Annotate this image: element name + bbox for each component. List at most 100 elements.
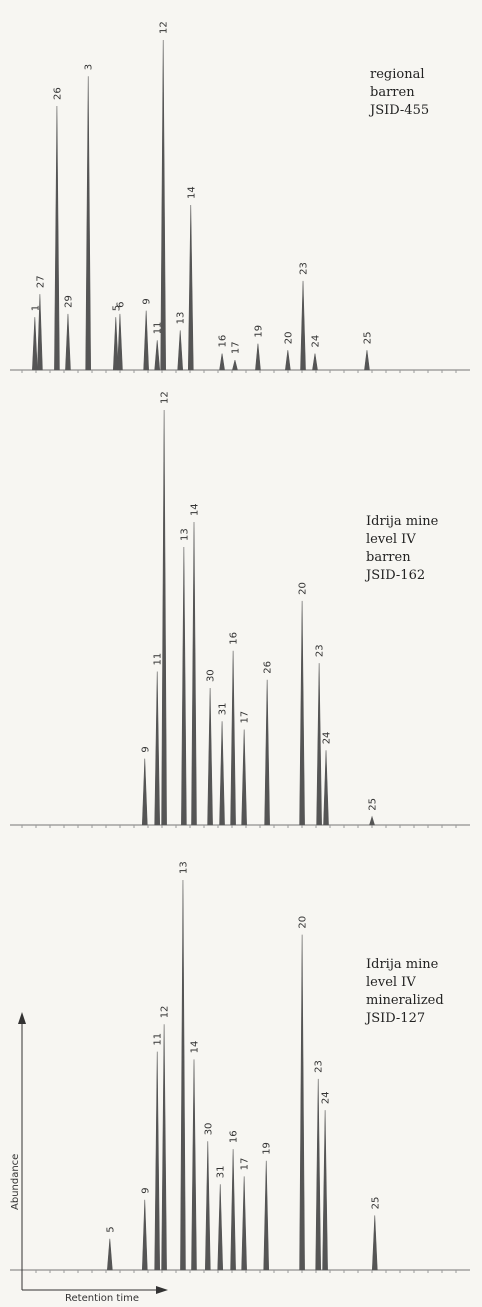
peak-label: 24 <box>310 335 321 348</box>
peak-label: 13 <box>179 528 190 541</box>
peak-label: 12 <box>160 1006 171 1019</box>
peak <box>106 1238 113 1271</box>
peak-label: 14 <box>190 503 201 516</box>
peak-label: 30 <box>203 1123 214 1136</box>
peak-label: 16 <box>229 1130 240 1143</box>
peak-label: 3 <box>84 64 95 70</box>
peak <box>161 409 167 826</box>
sample-label: level IV <box>366 532 416 547</box>
peak <box>32 317 38 371</box>
peak-label: 1 <box>30 305 41 311</box>
peak-label: 11 <box>153 653 164 666</box>
peak-label: 11 <box>153 322 164 335</box>
peak-label: 12 <box>160 391 171 404</box>
peak <box>180 879 186 1271</box>
peak <box>315 1078 322 1271</box>
peak <box>300 280 306 371</box>
peak <box>299 934 305 1271</box>
peak <box>191 1059 197 1271</box>
sample-label: JSID-127 <box>364 1011 425 1026</box>
peak <box>187 204 194 371</box>
peak <box>371 1215 378 1271</box>
peak-label: 24 <box>322 732 333 745</box>
peak <box>85 76 92 371</box>
peak-label: 17 <box>240 711 251 724</box>
peak <box>255 343 261 371</box>
peak-label: 24 <box>321 1091 332 1104</box>
peak-label: 31 <box>218 703 229 716</box>
peak-label: 11 <box>153 1033 164 1046</box>
y-arrow-head <box>18 1012 26 1024</box>
peak <box>117 313 123 371</box>
peak-label: 9 <box>140 1187 151 1193</box>
peak-label: 20 <box>283 331 294 344</box>
peak-label: 31 <box>216 1165 227 1178</box>
sample-label: barren <box>366 550 411 565</box>
peak <box>141 758 148 826</box>
peak <box>263 1160 270 1271</box>
peak <box>241 729 247 826</box>
peak <box>364 350 370 371</box>
peak <box>112 317 119 371</box>
peak-label: 25 <box>370 1197 381 1210</box>
peak-label: 14 <box>186 186 197 199</box>
peak <box>241 1176 247 1271</box>
peak <box>154 1051 161 1271</box>
sample-label: barren <box>370 85 415 100</box>
peak <box>204 1141 211 1271</box>
peak-label: 5 <box>111 305 122 311</box>
peak-label: 9 <box>140 746 151 752</box>
peak <box>207 688 213 826</box>
peak-label: 29 <box>63 295 74 308</box>
sample-label: mineralized <box>366 993 444 1008</box>
peak <box>323 750 329 826</box>
peak-label: 13 <box>176 312 187 325</box>
peak-label: 12 <box>159 21 170 34</box>
peak <box>54 105 60 371</box>
peak <box>143 310 149 371</box>
peak-label: 17 <box>240 1158 251 1171</box>
peak-label: 20 <box>298 916 309 929</box>
peak <box>264 679 270 826</box>
peak <box>230 650 236 826</box>
peak-label: 16 <box>218 335 229 348</box>
peak-label: 23 <box>315 644 326 657</box>
peak <box>230 1149 236 1271</box>
peak <box>141 1199 148 1271</box>
peak-label: 6 <box>115 302 126 308</box>
peak <box>219 353 225 371</box>
peak <box>65 313 71 371</box>
peak <box>154 671 161 826</box>
peak <box>217 1184 224 1271</box>
peak-label: 26 <box>263 661 274 674</box>
peak-label: 16 <box>229 632 240 645</box>
peak-label: 14 <box>190 1041 201 1054</box>
peak-label: 30 <box>206 669 217 682</box>
peak <box>232 360 238 371</box>
peak <box>322 1110 328 1271</box>
y-axis-label: Abundance <box>10 1154 21 1210</box>
x-arrow-head <box>156 1286 168 1294</box>
sample-label: level IV <box>366 975 416 990</box>
peak <box>284 350 291 371</box>
peak-label: 26 <box>52 87 63 100</box>
peak <box>181 546 187 826</box>
sample-label: Idrija mine <box>366 514 439 529</box>
peak <box>37 294 43 371</box>
peak <box>219 721 225 826</box>
sample-label: JSID-162 <box>364 568 425 583</box>
peak-label: 23 <box>299 262 310 275</box>
sample-label: regional <box>370 67 425 82</box>
peak <box>161 1024 167 1271</box>
peak-label: 25 <box>368 798 379 811</box>
peak <box>177 330 184 371</box>
peak-label: 13 <box>178 861 189 874</box>
peak-label: 25 <box>362 331 373 344</box>
peak <box>154 340 161 371</box>
x-axis-label: Retention time <box>65 1293 139 1304</box>
peak <box>369 815 375 826</box>
peak <box>191 522 197 826</box>
peak-label: 23 <box>314 1060 325 1073</box>
peak-label: 9 <box>142 298 153 304</box>
